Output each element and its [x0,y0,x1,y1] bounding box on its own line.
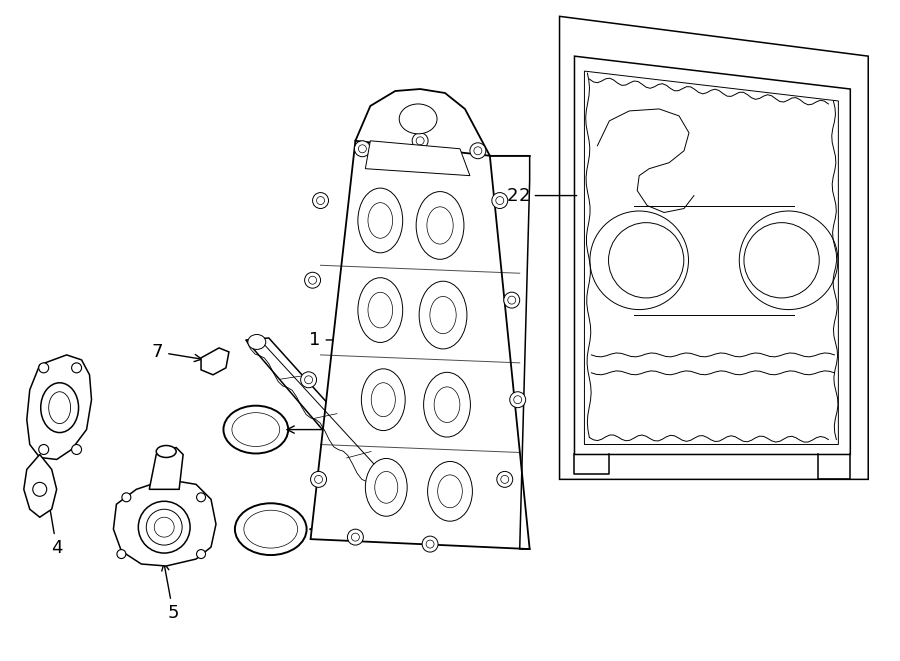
Ellipse shape [365,459,407,516]
Ellipse shape [509,392,526,408]
Text: 1: 1 [310,331,366,349]
Ellipse shape [310,471,327,487]
Ellipse shape [347,529,364,545]
Ellipse shape [117,549,126,559]
Ellipse shape [157,446,176,457]
Ellipse shape [232,412,280,447]
Ellipse shape [122,493,130,502]
Polygon shape [27,355,92,459]
Ellipse shape [196,493,205,502]
Text: 2: 2 [506,186,518,204]
Ellipse shape [72,444,82,455]
Polygon shape [23,455,57,517]
Ellipse shape [304,272,320,288]
Ellipse shape [424,372,471,437]
Ellipse shape [416,192,464,259]
Ellipse shape [223,406,288,453]
Ellipse shape [32,483,47,496]
Polygon shape [201,348,229,375]
Ellipse shape [244,510,298,548]
Polygon shape [246,338,405,497]
Text: 6: 6 [287,420,354,439]
Text: 2: 2 [518,186,577,204]
Ellipse shape [362,369,405,430]
Text: 6: 6 [310,520,377,538]
Ellipse shape [400,104,437,134]
Ellipse shape [358,188,402,253]
Polygon shape [310,141,530,549]
Polygon shape [365,141,470,176]
Ellipse shape [491,192,508,208]
Polygon shape [560,17,868,479]
Ellipse shape [497,471,513,487]
Ellipse shape [248,334,266,350]
Ellipse shape [358,278,402,342]
Ellipse shape [422,536,438,552]
Ellipse shape [72,363,82,373]
Ellipse shape [412,133,428,149]
Ellipse shape [235,503,307,555]
Ellipse shape [470,143,486,159]
Ellipse shape [312,192,328,208]
Ellipse shape [419,281,467,349]
Ellipse shape [39,444,49,455]
Text: 3: 3 [350,422,427,441]
Text: 4: 4 [45,494,62,557]
Ellipse shape [196,549,205,559]
Ellipse shape [139,501,190,553]
Ellipse shape [428,461,473,521]
Ellipse shape [39,363,49,373]
Ellipse shape [301,372,317,388]
Ellipse shape [355,141,370,157]
Polygon shape [149,447,183,489]
Text: 7: 7 [152,343,202,362]
Ellipse shape [40,383,78,432]
Polygon shape [113,479,216,566]
Ellipse shape [504,292,519,308]
Text: 5: 5 [162,563,179,622]
